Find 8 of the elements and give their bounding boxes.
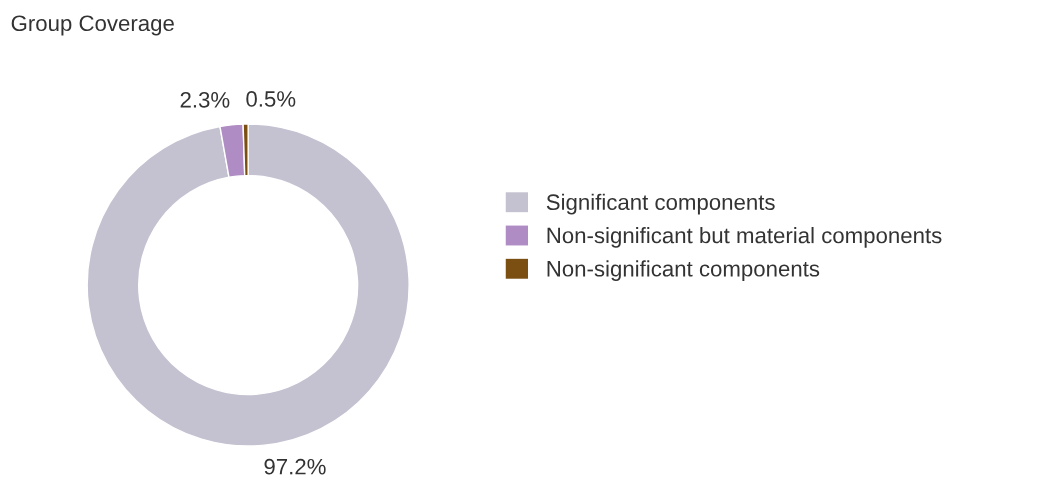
legend-label: Significant components xyxy=(546,193,775,215)
legend-label: Non-significant components xyxy=(547,260,820,281)
data-label: 97.2% xyxy=(264,458,326,475)
legend-label: Non-significant but material components xyxy=(547,227,942,248)
donut-slice xyxy=(86,123,410,447)
chart-title: Group Coverage xyxy=(11,15,174,36)
data-label: 0.5% xyxy=(246,91,296,107)
data-label: 2.3% xyxy=(180,91,230,108)
